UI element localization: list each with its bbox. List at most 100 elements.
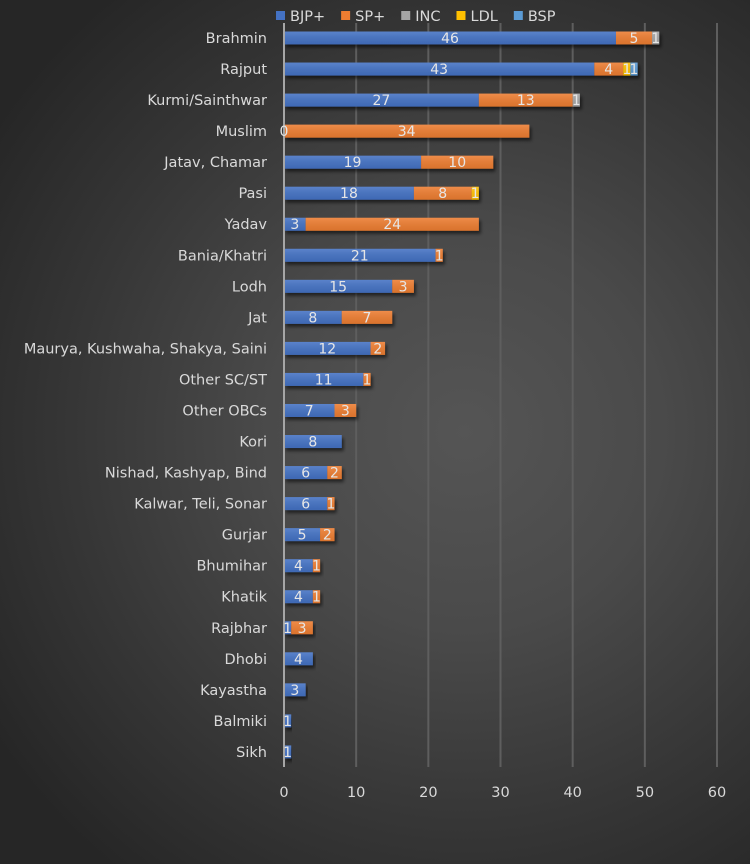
- data-label: 5: [298, 528, 307, 544]
- bar-sheen: [284, 714, 292, 728]
- bar-row: [284, 714, 292, 728]
- bar-sheen: [284, 621, 292, 635]
- bar-row: [284, 652, 313, 666]
- bar-sheen: [327, 466, 342, 480]
- bar-row: [284, 279, 414, 293]
- category-label: Kurmi/Sainthwar: [147, 93, 267, 109]
- category-label: Rajbhar: [211, 621, 267, 637]
- data-label: 4: [294, 590, 303, 606]
- x-tick-label: 20: [419, 785, 437, 801]
- bar-sheen: [421, 155, 494, 169]
- data-label: 1: [651, 31, 660, 47]
- bar-sheen: [284, 279, 393, 293]
- legend-swatch: [513, 11, 523, 20]
- data-label: 1: [572, 93, 581, 109]
- data-label: 1: [312, 559, 321, 575]
- data-label: 15: [329, 279, 347, 295]
- legend-label: INC: [415, 9, 440, 25]
- category-label: Brahmin: [206, 31, 267, 47]
- bar-sheen: [370, 341, 386, 355]
- gridlines: [355, 23, 718, 767]
- bar-sheen: [284, 310, 342, 324]
- x-tick-label: 30: [491, 785, 509, 801]
- bar-sheen: [413, 186, 472, 200]
- bar-row: [284, 590, 321, 604]
- category-label: Jatav, Chamar: [163, 155, 267, 171]
- x-tick-label: 40: [563, 785, 581, 801]
- bar-sheen: [284, 590, 313, 604]
- legend: BJP+ SP+ INC LDL BSP: [276, 9, 556, 25]
- data-label: 4: [294, 652, 303, 668]
- bar-sheen: [334, 403, 357, 417]
- category-label: Maurya, Kushwaha, Shakya, Saini: [24, 341, 267, 357]
- bar-sheen: [284, 155, 422, 169]
- bar-row: [284, 403, 357, 417]
- data-label: 1: [622, 62, 631, 78]
- bar-sheen: [291, 621, 313, 635]
- data-label: 19: [344, 155, 362, 171]
- category-label: Rajput: [220, 62, 267, 78]
- category-label: Bhumihar: [196, 559, 267, 575]
- bar-sheen: [341, 310, 393, 324]
- bar-sheen: [305, 217, 479, 231]
- data-label: 13: [517, 93, 535, 109]
- data-label: 1: [283, 714, 292, 730]
- legend-swatch: [341, 11, 351, 20]
- data-label: 1: [630, 62, 639, 78]
- data-label: 0: [280, 124, 289, 140]
- x-tick-label: 60: [708, 785, 726, 801]
- bar-row: [284, 683, 306, 697]
- category-label: Other SC/ST: [179, 372, 267, 388]
- bar-sheen: [284, 528, 321, 542]
- data-label: 6: [301, 497, 310, 513]
- category-label: Lodh: [232, 279, 267, 295]
- legend-label: BSP: [528, 9, 556, 25]
- bar-sheen: [284, 683, 306, 697]
- bar-sheen: [284, 466, 328, 480]
- bar-row: [284, 93, 580, 107]
- category-label: Sikh: [236, 745, 267, 761]
- bar-row: [284, 155, 494, 169]
- data-label: 8: [308, 310, 317, 326]
- bar-sheen: [594, 62, 624, 76]
- data-label: 7: [363, 310, 372, 326]
- data-label: 10: [448, 155, 466, 171]
- bar-row: [284, 124, 530, 138]
- bar-row: [284, 217, 479, 231]
- data-label: 2: [323, 528, 332, 544]
- bar-row: [284, 435, 342, 449]
- bar-sheen: [572, 93, 580, 107]
- data-label: 1: [363, 372, 372, 388]
- category-labels: Brahmin Rajput Kurmi/Sainthwar Muslim Jatav,…: [24, 31, 268, 761]
- bar-sheen: [320, 528, 335, 542]
- data-label: 11: [315, 372, 333, 388]
- bar-sheen: [623, 62, 631, 76]
- data-label: 5: [630, 31, 639, 47]
- bar-sheen: [312, 559, 321, 573]
- bar-row: [284, 497, 335, 511]
- bar-sheen: [284, 248, 436, 262]
- data-label: 3: [399, 279, 408, 295]
- category-label: Khatik: [221, 590, 267, 606]
- category-label: Balmiki: [214, 714, 267, 730]
- category-label: Muslim: [216, 124, 267, 140]
- legend-swatch: [276, 11, 285, 20]
- data-label: 2: [330, 466, 339, 482]
- bar-row: [284, 528, 335, 542]
- data-label: 1: [471, 186, 480, 202]
- bars: [284, 31, 660, 759]
- bar-sheen: [312, 590, 321, 604]
- category-label: Nishad, Kashyap, Bind: [105, 466, 267, 482]
- data-label: 7: [305, 403, 314, 419]
- bar-sheen: [284, 435, 342, 449]
- bar-sheen: [435, 248, 443, 262]
- data-label: 1: [326, 497, 335, 513]
- category-label: Kori: [239, 435, 267, 451]
- data-label: 8: [438, 186, 447, 202]
- bar-sheen: [478, 93, 573, 107]
- data-label: 1: [283, 745, 292, 761]
- bar-row: [284, 62, 638, 76]
- bar-row: [284, 186, 479, 200]
- legend-label: LDL: [470, 9, 497, 25]
